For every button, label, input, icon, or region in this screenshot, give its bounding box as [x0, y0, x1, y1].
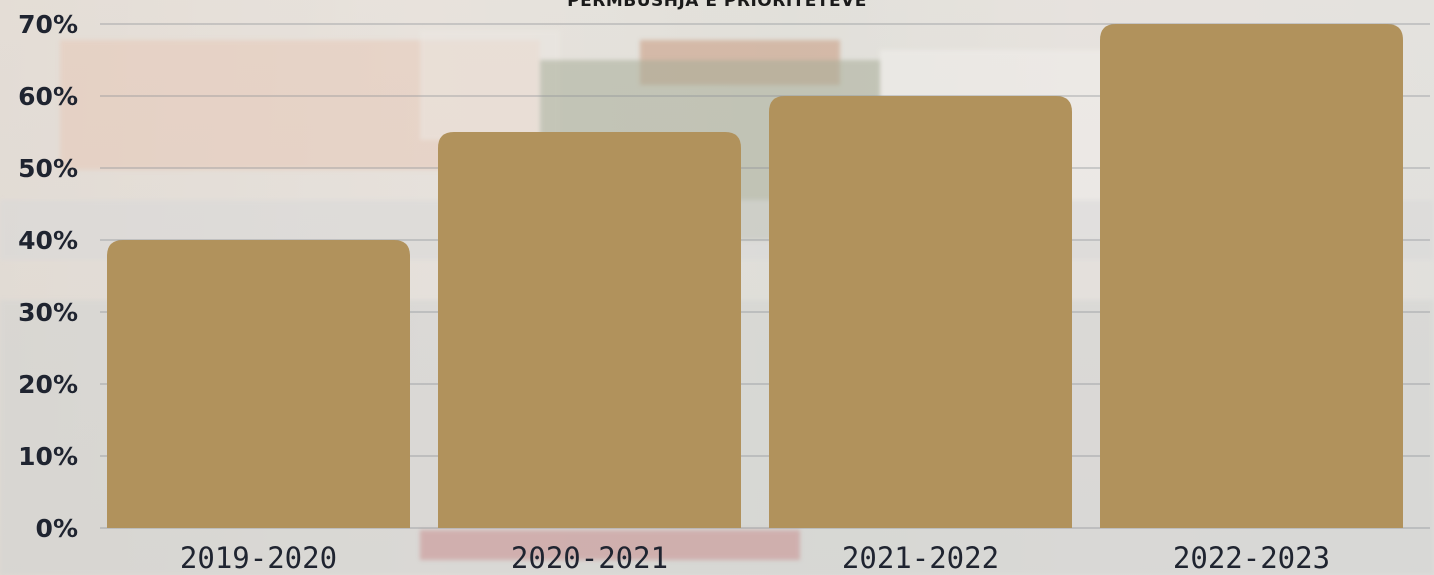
background-flowers [420, 530, 800, 560]
x-category-label: 2020-2021 [511, 541, 668, 575]
bars [107, 24, 1403, 528]
y-tick-label: 50% [18, 154, 78, 183]
bar [107, 240, 410, 528]
y-tick-label: 40% [18, 226, 78, 255]
x-category-label: 2022-2023 [1173, 541, 1330, 575]
y-tick-label: 0% [36, 514, 78, 543]
background-building-center [420, 30, 560, 140]
chart-title: PËRMBUSHJA E PRIORITETEVE [567, 0, 867, 11]
y-tick-label: 70% [18, 10, 78, 39]
y-tick-label: 20% [18, 370, 78, 399]
bar [1100, 24, 1403, 528]
y-tick-label: 30% [18, 298, 78, 327]
x-axis-category-labels: 2019-2020 2020-2021 2021-2022 2022-2023 [180, 541, 1330, 575]
y-tick-label: 60% [18, 82, 78, 111]
x-category-label: 2021-2022 [842, 541, 999, 575]
y-axis-tick-labels: 0% 10% 20% 30% 40% 50% 60% 70% [18, 10, 78, 543]
y-tick-label: 10% [18, 442, 78, 471]
bar [769, 96, 1072, 528]
x-category-label: 2019-2020 [180, 541, 337, 575]
bar [438, 132, 741, 528]
